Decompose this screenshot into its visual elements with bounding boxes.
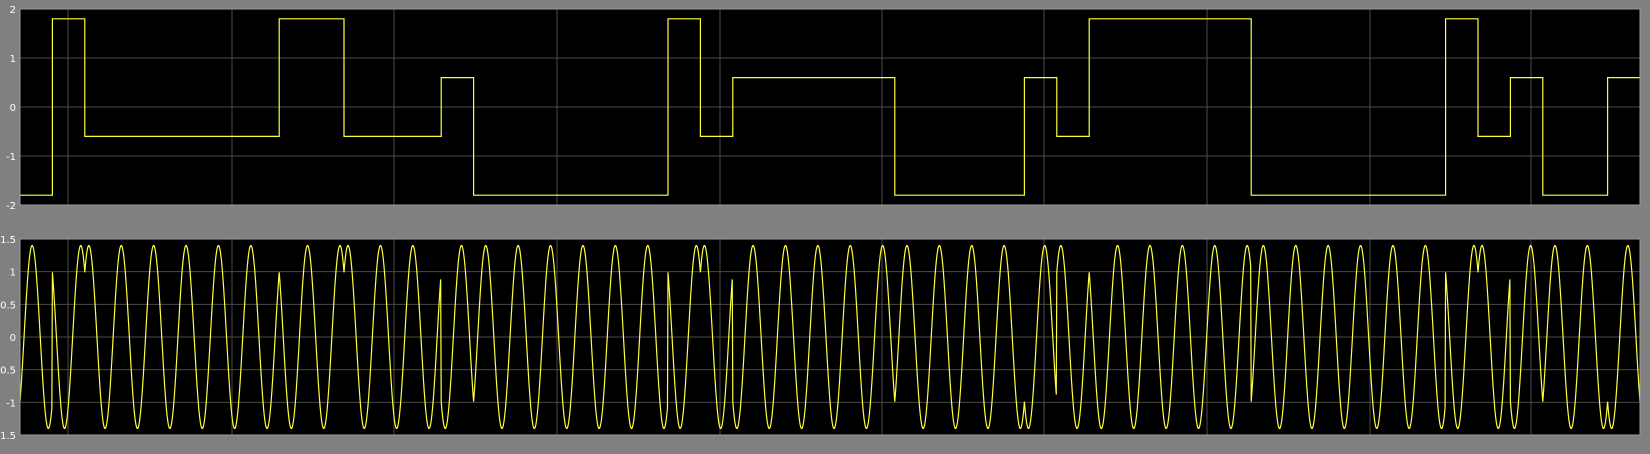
top-ytick-label: 2: [10, 5, 16, 16]
top-ytick-label: -2: [6, 201, 16, 212]
top-axes-border: [19, 8, 1641, 206]
bottom-ytick-label: 0.5: [0, 300, 16, 311]
top-ytick-label: 0: [10, 103, 16, 114]
bottom-signal-trace: [19, 245, 1641, 429]
bottom-ytick-label: -1.5: [0, 431, 16, 442]
bottom-ytick-label: 0: [10, 333, 16, 344]
top-ytick-label: 1: [10, 54, 16, 65]
top-signal-trace: [20, 18, 1640, 196]
top-ytick-label: -1: [6, 152, 16, 163]
bottom-ytick-label: -0.5: [0, 366, 16, 377]
bottom-ytick-label: 1.5: [0, 235, 16, 246]
bottom-ytick-label: -1: [6, 398, 16, 409]
modulated-signal-axes: 1.5 1 0.5 0 -0.5 -1 -1.5: [0, 235, 1641, 442]
digital-signal-axes: 2 1 0 -1 -2: [6, 5, 1641, 212]
bottom-axes-border: [19, 238, 1641, 436]
bottom-ytick-label: 1: [10, 268, 16, 279]
